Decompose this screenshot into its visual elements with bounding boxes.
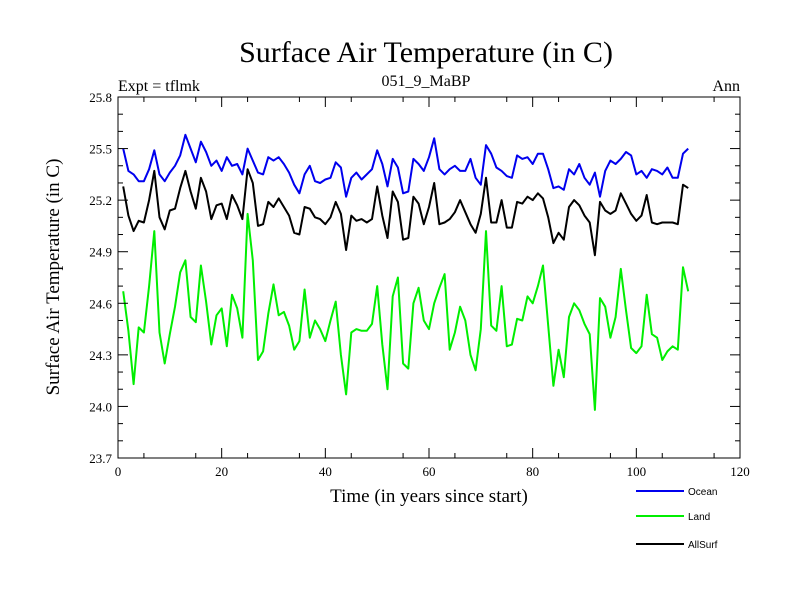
series-lines: [122, 133, 690, 411]
y-tick-label: 24.3: [89, 348, 112, 363]
x-tick-label: 40: [319, 464, 332, 479]
y-tick-label: 25.2: [89, 193, 112, 208]
x-tick-label: 20: [215, 464, 228, 479]
x-axis-label: Time (in years since start): [330, 486, 528, 507]
y-axis-label: Surface Air Temperature (in C): [43, 159, 64, 396]
y-tick-label: 24.0: [89, 399, 112, 414]
x-tick-label: 80: [526, 464, 539, 479]
legend-label-allsurf: AllSurf: [688, 540, 718, 551]
y-tick-label: 25.8: [89, 90, 112, 105]
y-tick-label: 23.7: [89, 451, 112, 466]
legend-label-ocean: Ocean: [688, 487, 717, 498]
series-line-allsurf: [122, 168, 689, 257]
legend: Ocean Land AllSurf: [636, 487, 718, 551]
legend-label-land: Land: [688, 512, 710, 523]
x-tick-label: 100: [627, 464, 647, 479]
plot-frame: [117, 96, 741, 459]
chart-subtitle: 051_9_MaBP: [382, 73, 471, 90]
period-label: Ann: [712, 78, 740, 95]
x-tick-label: 0: [115, 464, 122, 479]
x-tick-label: 120: [730, 464, 750, 479]
series-line-land: [122, 212, 690, 411]
y-tick-label: 24.9: [89, 245, 112, 260]
chart-title: Surface Air Temperature (in C): [239, 36, 613, 69]
y-tick-label: 24.6: [89, 296, 112, 311]
y-tick-label: 25.5: [89, 142, 112, 157]
series-line-ocean: [122, 133, 689, 198]
experiment-label: Expt = tflmk: [118, 78, 200, 95]
x-tick-label: 60: [423, 464, 436, 479]
